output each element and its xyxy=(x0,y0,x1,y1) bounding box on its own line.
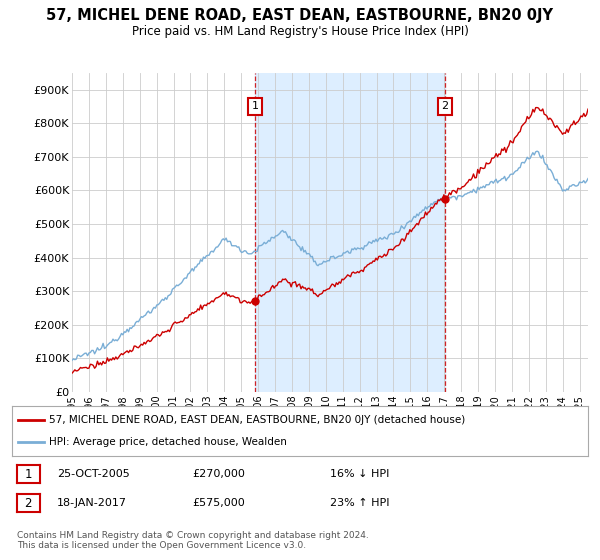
Text: 16% ↓ HPI: 16% ↓ HPI xyxy=(330,469,389,479)
Text: 1: 1 xyxy=(251,101,259,111)
Text: 25-OCT-2005: 25-OCT-2005 xyxy=(57,469,130,479)
Text: 23% ↑ HPI: 23% ↑ HPI xyxy=(330,498,389,508)
Text: 57, MICHEL DENE ROAD, EAST DEAN, EASTBOURNE, BN20 0JY (detached house): 57, MICHEL DENE ROAD, EAST DEAN, EASTBOU… xyxy=(49,415,466,425)
Bar xyxy=(255,73,445,392)
Text: £270,000: £270,000 xyxy=(192,469,245,479)
Text: £575,000: £575,000 xyxy=(192,498,245,508)
Text: 2: 2 xyxy=(25,497,32,510)
Text: 18-JAN-2017: 18-JAN-2017 xyxy=(57,498,127,508)
Text: HPI: Average price, detached house, Wealden: HPI: Average price, detached house, Weal… xyxy=(49,437,287,447)
Text: 1: 1 xyxy=(25,468,32,480)
Text: Price paid vs. HM Land Registry's House Price Index (HPI): Price paid vs. HM Land Registry's House … xyxy=(131,25,469,38)
Text: 57, MICHEL DENE ROAD, EAST DEAN, EASTBOURNE, BN20 0JY: 57, MICHEL DENE ROAD, EAST DEAN, EASTBOU… xyxy=(47,8,554,24)
Text: 2: 2 xyxy=(442,101,449,111)
Text: Contains HM Land Registry data © Crown copyright and database right 2024.
This d: Contains HM Land Registry data © Crown c… xyxy=(17,530,368,550)
